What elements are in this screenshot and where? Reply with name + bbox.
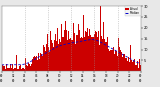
Legend: Actual, Median: Actual, Median <box>125 6 140 16</box>
